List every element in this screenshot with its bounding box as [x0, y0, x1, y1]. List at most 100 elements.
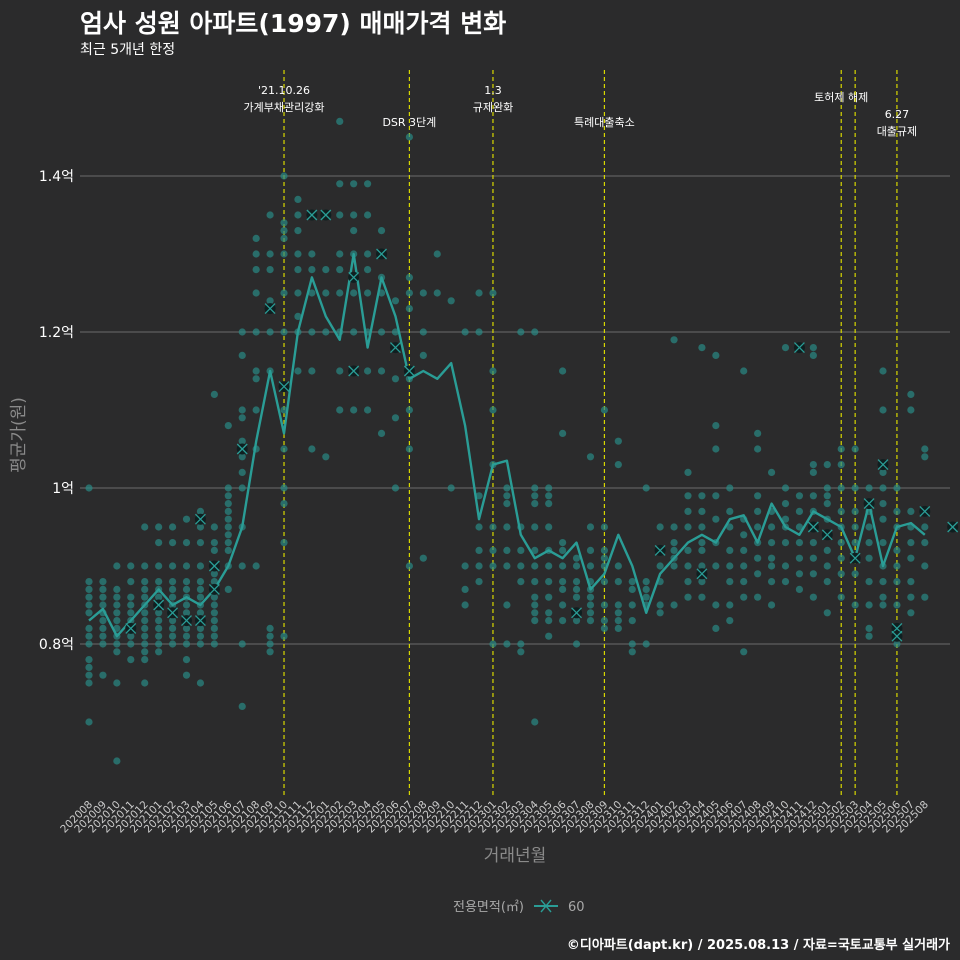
transaction-point — [377, 227, 386, 235]
transaction-point — [405, 273, 413, 281]
transaction-point — [767, 539, 776, 547]
transaction-point — [809, 539, 817, 547]
transaction-point — [196, 632, 205, 640]
transaction-point — [809, 554, 817, 562]
transaction-point — [545, 484, 553, 492]
highlight-marker — [877, 459, 889, 471]
transaction-point — [670, 601, 678, 609]
transaction-point — [350, 406, 358, 414]
transaction-point — [684, 507, 692, 515]
transaction-point — [684, 562, 692, 570]
series-line-60 — [88, 252, 926, 638]
transaction-point — [531, 617, 539, 625]
transaction-point — [113, 648, 121, 656]
transaction-point — [698, 539, 706, 547]
transaction-point — [196, 640, 205, 648]
transaction-point — [907, 539, 915, 547]
transaction-point — [127, 640, 135, 648]
transaction-point — [196, 593, 205, 601]
highlight-marker — [891, 622, 903, 634]
transaction-point — [252, 406, 260, 414]
transaction-point — [419, 554, 427, 562]
transaction-point — [419, 289, 427, 297]
transaction-point — [531, 601, 539, 609]
transaction-point — [196, 578, 205, 586]
transaction-point — [586, 601, 595, 609]
highlight-cross — [348, 271, 360, 283]
transaction-point — [182, 609, 191, 617]
transaction-point — [559, 546, 567, 555]
transaction-point — [726, 578, 734, 586]
transaction-point — [85, 624, 93, 633]
transaction-point — [252, 328, 260, 336]
highlight-cross — [208, 583, 220, 595]
transaction-point — [391, 414, 400, 422]
transaction-point — [754, 492, 762, 500]
transaction-point — [545, 492, 553, 500]
transaction-point — [99, 671, 107, 679]
transaction-point — [238, 562, 246, 570]
transaction-point — [210, 617, 218, 625]
transaction-point — [559, 367, 567, 375]
transaction-point — [503, 500, 511, 508]
transaction-point — [280, 632, 288, 640]
transaction-point — [182, 601, 191, 609]
transaction-point — [795, 570, 804, 578]
transaction-point — [391, 484, 400, 492]
transaction-point — [280, 172, 288, 180]
highlight-marker — [167, 607, 179, 619]
transaction-point — [210, 632, 218, 640]
transaction-point — [559, 429, 567, 437]
transaction-point — [517, 546, 525, 555]
transaction-point — [698, 523, 706, 531]
event-label: DSR 3단계 — [382, 116, 436, 129]
transaction-point — [308, 250, 316, 258]
transaction-point — [489, 523, 497, 531]
highlight-marker — [849, 552, 861, 564]
transaction-point — [85, 585, 93, 594]
transaction-point — [698, 546, 706, 555]
transaction-points — [85, 117, 929, 765]
transaction-point — [155, 523, 163, 531]
chart-subtitle: 최근 5개년 한정 — [80, 42, 176, 58]
transaction-point — [210, 390, 218, 398]
highlight-cross — [947, 521, 959, 533]
transaction-point — [684, 523, 692, 531]
transaction-point — [405, 305, 413, 313]
transaction-point — [726, 546, 734, 555]
transaction-point — [907, 390, 915, 398]
transaction-point — [628, 585, 636, 594]
transaction-point — [127, 609, 135, 617]
transaction-point — [600, 546, 609, 555]
transaction-point — [99, 578, 107, 586]
event-label: 토허제 해제 — [814, 90, 868, 104]
transaction-point — [545, 578, 553, 586]
transaction-point — [224, 531, 232, 539]
transaction-point — [85, 632, 93, 640]
transaction-point — [809, 492, 817, 500]
legend-key-60 — [534, 899, 558, 913]
transaction-point — [85, 578, 93, 586]
transaction-point — [141, 656, 149, 664]
highlight-cross — [264, 303, 276, 315]
transaction-point — [336, 211, 344, 219]
transaction-point — [698, 593, 706, 601]
transaction-point — [196, 679, 205, 687]
highlight-cross — [125, 622, 137, 634]
transaction-point — [865, 484, 873, 492]
transaction-point — [196, 585, 205, 594]
transaction-point — [795, 554, 804, 562]
transaction-point — [893, 562, 901, 570]
transaction-point — [238, 702, 246, 711]
transaction-point — [433, 289, 441, 297]
transaction-point — [531, 593, 539, 601]
transaction-point — [837, 507, 845, 515]
transaction-point — [614, 609, 622, 617]
highlight-marker — [320, 209, 332, 221]
transaction-point — [545, 609, 553, 617]
transaction-point — [572, 562, 581, 570]
highlight-cross — [181, 615, 192, 627]
transaction-point — [391, 297, 400, 305]
event-label: 특례대출축소 — [574, 116, 635, 129]
chart-title: 엄사 성원 아파트(1997) 매매가격 변화 — [80, 9, 507, 38]
